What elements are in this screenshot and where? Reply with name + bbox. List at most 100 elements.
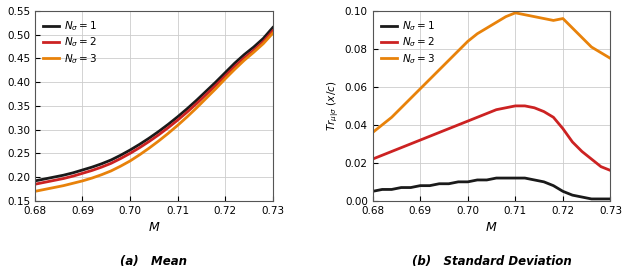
$N_\sigma = 1$ <box>260 37 267 40</box>
$N_\sigma = 3$ <box>578 36 586 39</box>
$N_\sigma = 3$ <box>511 11 519 14</box>
$N_\sigma = 3$ <box>50 186 58 189</box>
$N_\sigma = 3$ <box>136 153 143 157</box>
X-axis label: $M$: $M$ <box>486 221 498 234</box>
$N_\sigma = 2$ <box>578 150 586 153</box>
$N_\sigma = 1$ <box>426 184 433 187</box>
$N_\sigma = 3$ <box>597 51 604 54</box>
$N_\sigma = 2$ <box>240 56 248 59</box>
$N_\sigma = 1$ <box>97 162 105 165</box>
$N_\sigma = 3$ <box>174 124 181 127</box>
$N_\sigma = 2$ <box>117 157 125 160</box>
$N_\sigma = 2$ <box>426 135 433 138</box>
$N_\sigma = 2$ <box>50 179 58 182</box>
$N_\sigma = 1$ <box>250 45 257 49</box>
$N_\sigma = 2$ <box>31 183 39 186</box>
$N_\sigma = 2$ <box>379 154 386 157</box>
$N_\sigma = 1$ <box>193 99 201 102</box>
$N_\sigma = 1$ <box>240 53 248 56</box>
$N_\sigma = 2$ <box>108 162 115 165</box>
$N_\sigma = 1$ <box>540 180 548 184</box>
$N_\sigma = 2$ <box>464 120 472 123</box>
$N_\sigma = 2$ <box>474 116 481 119</box>
$N_\sigma = 2$ <box>407 142 415 146</box>
$N_\sigma = 3$ <box>269 32 277 35</box>
$N_\sigma = 3$ <box>117 165 125 168</box>
$N_\sigma = 1$ <box>607 197 615 200</box>
$N_\sigma = 2$ <box>569 140 576 144</box>
$N_\sigma = 2$ <box>398 146 405 149</box>
$N_\sigma = 3$ <box>455 49 462 53</box>
$N_\sigma = 1$ <box>31 179 39 183</box>
$N_\sigma = 3$ <box>398 106 405 109</box>
$N_\sigma = 3$ <box>369 131 376 134</box>
$N_\sigma = 3$ <box>79 179 86 183</box>
$N_\sigma = 2$ <box>231 65 238 68</box>
$N_\sigma = 3$ <box>426 78 433 81</box>
Line: $N_\sigma = 3$: $N_\sigma = 3$ <box>35 33 273 191</box>
$N_\sigma = 1$ <box>136 143 143 146</box>
$N_\sigma = 1$ <box>145 137 153 140</box>
$N_\sigma = 1$ <box>502 176 509 180</box>
$N_\sigma = 2$ <box>184 110 191 114</box>
$N_\sigma = 1$ <box>212 81 220 84</box>
$N_\sigma = 3$ <box>474 32 481 35</box>
$N_\sigma = 2$ <box>60 177 67 180</box>
$N_\sigma = 2$ <box>597 165 604 168</box>
$N_\sigma = 2$ <box>212 84 220 87</box>
$N_\sigma = 1$ <box>531 178 538 181</box>
$N_\sigma = 3$ <box>388 116 396 119</box>
$N_\sigma = 3$ <box>31 190 39 193</box>
$N_\sigma = 3$ <box>203 97 210 100</box>
Line: $N_\sigma = 3$: $N_\sigma = 3$ <box>372 13 611 132</box>
$N_\sigma = 1$ <box>41 177 48 181</box>
$N_\sigma = 1$ <box>474 178 481 181</box>
$N_\sigma = 1$ <box>164 123 172 126</box>
Legend: $N_\sigma = 1$, $N_\sigma = 2$, $N_\sigma = 3$: $N_\sigma = 1$, $N_\sigma = 2$, $N_\sigm… <box>378 16 438 69</box>
$N_\sigma = 2$ <box>174 118 181 122</box>
$N_\sigma = 1$ <box>493 176 500 180</box>
$N_\sigma = 3$ <box>493 21 500 24</box>
Text: (b)   Standard Deviation: (b) Standard Deviation <box>412 255 572 268</box>
$N_\sigma = 3$ <box>184 115 191 118</box>
$N_\sigma = 3$ <box>250 51 257 54</box>
$N_\sigma = 3$ <box>212 87 220 90</box>
$N_\sigma = 2$ <box>126 152 134 155</box>
$N_\sigma = 3$ <box>88 176 96 180</box>
$N_\sigma = 2$ <box>531 106 538 109</box>
$N_\sigma = 1$ <box>126 148 134 152</box>
$N_\sigma = 3$ <box>502 15 509 18</box>
$N_\sigma = 3$ <box>531 15 538 18</box>
$N_\sigma = 1$ <box>155 130 162 133</box>
$N_\sigma = 1$ <box>587 197 595 200</box>
$N_\sigma = 2$ <box>416 139 424 142</box>
$N_\sigma = 3$ <box>550 19 557 22</box>
Line: $N_\sigma = 2$: $N_\sigma = 2$ <box>372 106 611 170</box>
$N_\sigma = 2$ <box>193 102 201 105</box>
$N_\sigma = 3$ <box>155 139 162 143</box>
$N_\sigma = 3$ <box>60 184 67 187</box>
$N_\sigma = 1$ <box>269 26 277 29</box>
$N_\sigma = 1$ <box>464 180 472 184</box>
$N_\sigma = 2$ <box>136 146 143 149</box>
$N_\sigma = 2$ <box>587 158 595 161</box>
$N_\sigma = 3$ <box>435 68 443 71</box>
$N_\sigma = 2$ <box>502 106 509 109</box>
$N_\sigma = 2$ <box>260 40 267 43</box>
$N_\sigma = 3$ <box>164 132 172 135</box>
$N_\sigma = 2$ <box>483 112 491 115</box>
$N_\sigma = 1$ <box>117 154 125 157</box>
$N_\sigma = 1$ <box>445 182 452 185</box>
$N_\sigma = 1$ <box>569 193 576 197</box>
$N_\sigma = 3$ <box>240 59 248 62</box>
$N_\sigma = 3$ <box>521 13 528 16</box>
$N_\sigma = 3$ <box>231 68 238 71</box>
$N_\sigma = 1$ <box>521 176 528 180</box>
Line: $N_\sigma = 2$: $N_\sigma = 2$ <box>35 31 273 184</box>
$N_\sigma = 1$ <box>379 188 386 191</box>
$N_\sigma = 2$ <box>540 110 548 113</box>
Y-axis label: $Tr_{\mu|\sigma}\ (x/c)$: $Tr_{\mu|\sigma}\ (x/c)$ <box>325 81 341 131</box>
$N_\sigma = 1$ <box>550 184 557 187</box>
$N_\sigma = 2$ <box>445 127 452 130</box>
$N_\sigma = 1$ <box>184 107 191 110</box>
